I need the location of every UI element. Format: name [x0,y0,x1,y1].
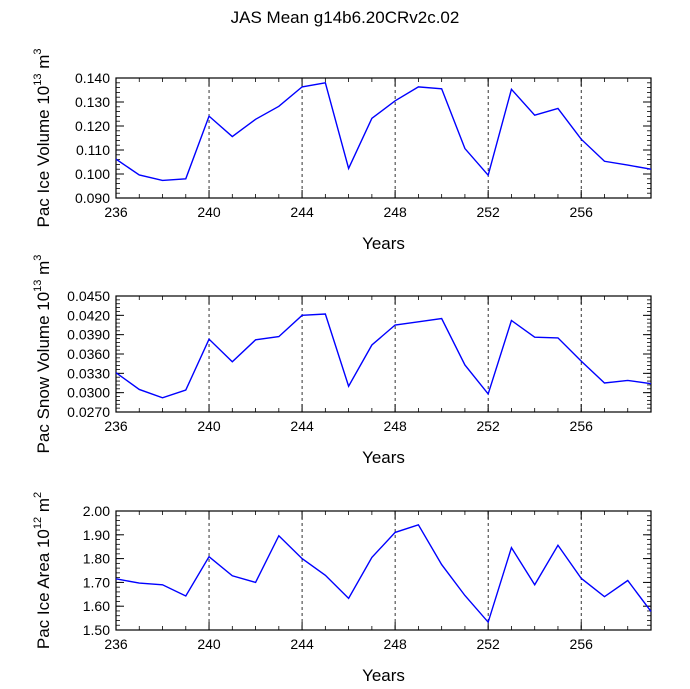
ice-volume-y-axis-title: Pac Ice Volume 1013 m3 [32,48,53,227]
y-title-exponent: 13 [32,74,44,86]
y-title-main: Pac Ice Area 10 [34,529,53,649]
ice-volume-x-tick-label: 240 [197,204,221,220]
panel-snow-volume: 236 240 244 248 252 256 0.0270 0.0300 0.0330 0.03… [32,255,652,467]
ice-area-y-tick-label: 1.70 [83,574,110,590]
snow-volume-y-tick-label: 0.0330 [67,365,110,381]
snow-volume-y-tick-label: 0.0360 [67,346,110,362]
snow-volume-x-axis-title: Years [362,448,405,467]
ice-volume-x-tick-label: 256 [570,204,594,220]
y-title-unit-exponent: 3 [32,255,44,261]
y-title-main: Pac Ice Volume 10 [34,86,53,228]
snow-volume-plot-frame [115,295,652,413]
y-title-unit-exponent: 3 [32,48,44,54]
ice-volume-y-tick-label: 0.100 [75,166,110,182]
y-title-main: Pac Snow Volume 10 [34,292,53,454]
snow-volume-y-tick-label: 0.0450 [67,288,110,304]
panel-ice-volume: 236 240 244 248 252 256 0.090 0.100 0.110 0.120 0.… [32,48,652,253]
panel-ice-area: 236 240 244 248 252 256 1.50 1.60 1.70 1.80 1.90 2.… [32,492,652,685]
ice-volume-y-tick-label: 0.130 [75,94,110,110]
y-title-unit: m [34,261,53,280]
snow-volume-y-tick-label: 0.0300 [67,385,110,401]
ice-volume-x-tick-label: 248 [383,204,407,220]
snow-volume-x-tick-label: 256 [570,418,594,434]
ice-area-x-tick-label: 248 [383,636,407,652]
snow-volume-y-tick-label: 0.0390 [67,327,110,343]
ice-area-y-tick-label: 1.60 [83,598,110,614]
ice-area-x-tick-label: 236 [104,636,128,652]
snow-volume-y-tick-label: 0.0420 [67,307,110,323]
snow-volume-y-tick-label: 0.0270 [67,404,110,420]
ice-volume-plot-frame [115,77,652,199]
ice-area-x-axis-title: Years [362,666,405,685]
ice-volume-y-tick-label: 0.120 [75,118,110,134]
snow-volume-series-line [115,313,652,399]
y-title-exponent: 12 [32,517,44,529]
ice-area-plot-frame [115,510,652,631]
ice-area-y-axis-title: Pac Ice Area 1012 m2 [32,492,53,649]
ice-area-series-line [115,523,652,624]
y-title-unit: m [34,498,53,517]
ice-volume-x-tick-label: 244 [290,204,314,220]
ice-volume-x-tick-label: 236 [104,204,128,220]
ice-volume-x-axis-title: Years [362,234,405,253]
ice-area-y-tick-label: 1.80 [83,551,110,567]
snow-volume-x-tick-label: 244 [290,418,314,434]
snow-volume-x-tick-label: 240 [197,418,221,434]
ice-area-x-tick-label: 244 [290,636,314,652]
ice-area-x-tick-label: 252 [476,636,500,652]
y-title-unit: m [34,55,53,74]
ice-volume-y-tick-label: 0.090 [75,190,110,206]
snow-volume-x-tick-label: 252 [476,418,500,434]
ice-volume-series-line [115,82,652,182]
ice-volume-y-tick-label: 0.110 [76,142,110,158]
snow-volume-x-tick-label: 236 [104,418,128,434]
page-title: JAS Mean g14b6.20CRv2c.02 [230,8,460,27]
snow-volume-y-axis-title: Pac Snow Volume 1013 m3 [32,255,53,454]
ice-area-x-tick-label: 240 [197,636,221,652]
ice-area-y-tick-label: 1.90 [83,527,110,543]
ice-volume-x-tick-label: 252 [476,204,500,220]
ice-area-y-tick-label: 2.00 [83,503,110,519]
y-title-unit-exponent: 2 [32,492,44,498]
ice-area-y-tick-label: 1.50 [83,622,110,638]
y-title-exponent: 13 [32,280,44,292]
ice-area-x-tick-label: 256 [570,636,594,652]
snow-volume-x-tick-label: 248 [383,418,407,434]
ice-volume-y-tick-label: 0.140 [75,70,110,86]
